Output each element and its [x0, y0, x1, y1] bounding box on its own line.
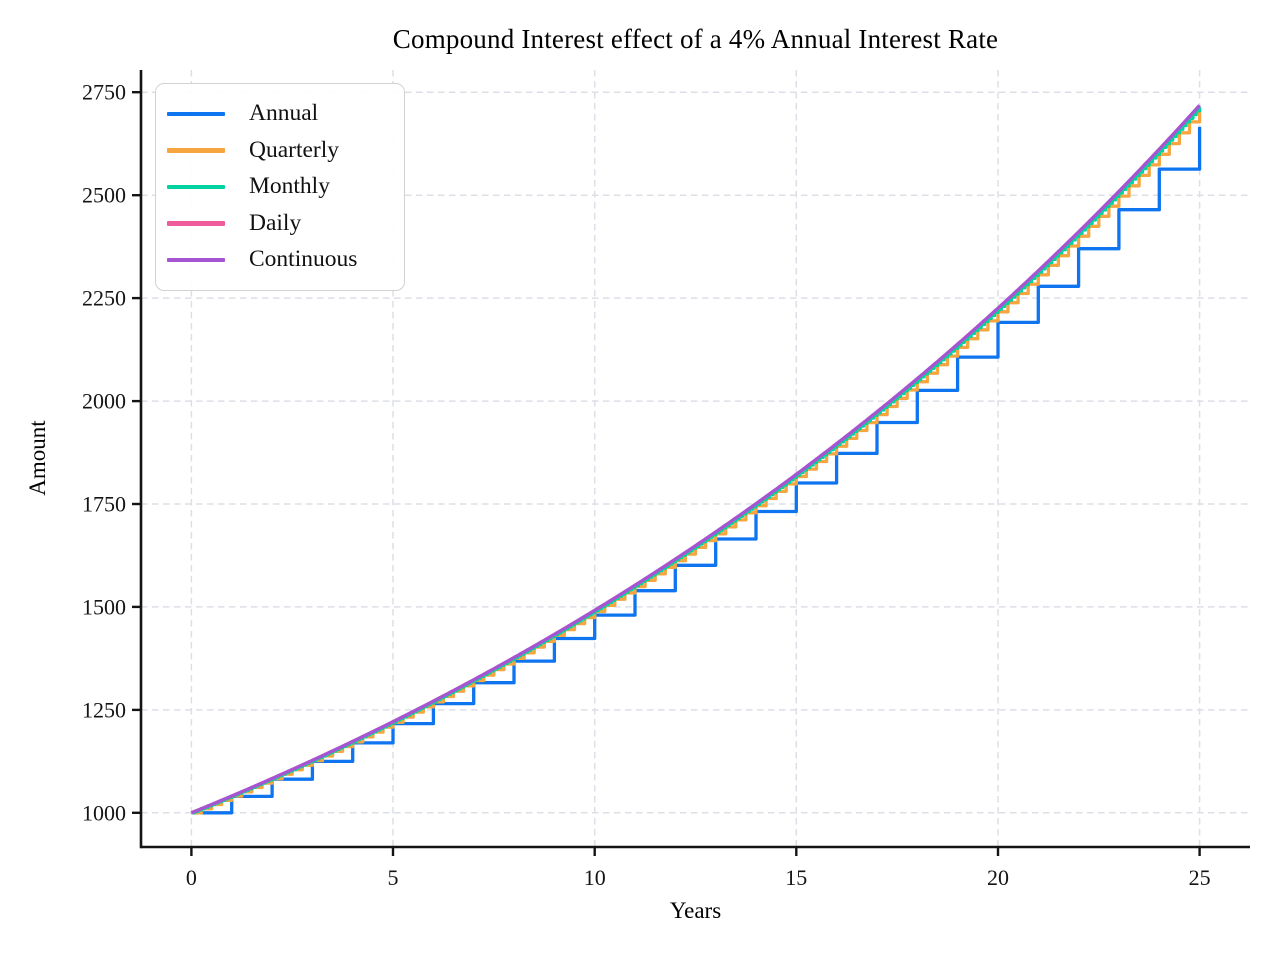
y-tick-label: 1000 — [82, 800, 126, 825]
x-tick-label: 15 — [785, 865, 807, 890]
x-tick-label: 10 — [584, 865, 606, 890]
y-tick-label: 2750 — [82, 80, 126, 105]
legend-swatch-annual — [167, 111, 225, 117]
x-axis-label: Years — [669, 898, 722, 923]
chart-title: Compound Interest effect of a 4% Annual … — [392, 24, 999, 54]
y-tick-label: 2500 — [82, 183, 126, 208]
y-axis-label: Amount — [25, 420, 50, 496]
x-tick-label: 5 — [388, 865, 399, 890]
legend-label: Daily — [249, 209, 302, 236]
x-tick-label: 20 — [987, 865, 1009, 890]
legend-item-annual: Annual — [156, 102, 404, 126]
legend-label: Continuous — [249, 246, 358, 273]
legend-item-quarterly: Quarterly — [156, 136, 404, 163]
legend-swatch-quarterly — [167, 148, 225, 153]
legend-label: Monthly — [249, 173, 330, 200]
legend-item-continuous: Continuous — [156, 248, 404, 272]
legend-item-daily: Daily — [156, 209, 404, 236]
y-tick-label: 1250 — [82, 697, 126, 722]
series-line-annual — [191, 126, 1202, 815]
series-line-continuous — [190, 104, 1201, 815]
x-tick-label: 25 — [1189, 865, 1211, 890]
y-tick-label: 1500 — [82, 594, 126, 619]
y-tick-label: 1750 — [82, 492, 126, 517]
legend-label: Quarterly — [249, 136, 340, 163]
legend-swatch-continuous — [167, 257, 225, 263]
x-tick-label: 0 — [186, 865, 197, 890]
legend: Annual Quarterly Monthly Daily Continuous — [155, 83, 405, 291]
legend-item-monthly: Monthly — [156, 175, 404, 199]
legend-swatch-daily — [167, 221, 225, 226]
y-tick-label: 2000 — [82, 389, 126, 414]
legend-swatch-monthly — [167, 184, 225, 190]
legend-label: Annual — [249, 100, 319, 127]
y-tick-label: 2250 — [82, 286, 126, 311]
